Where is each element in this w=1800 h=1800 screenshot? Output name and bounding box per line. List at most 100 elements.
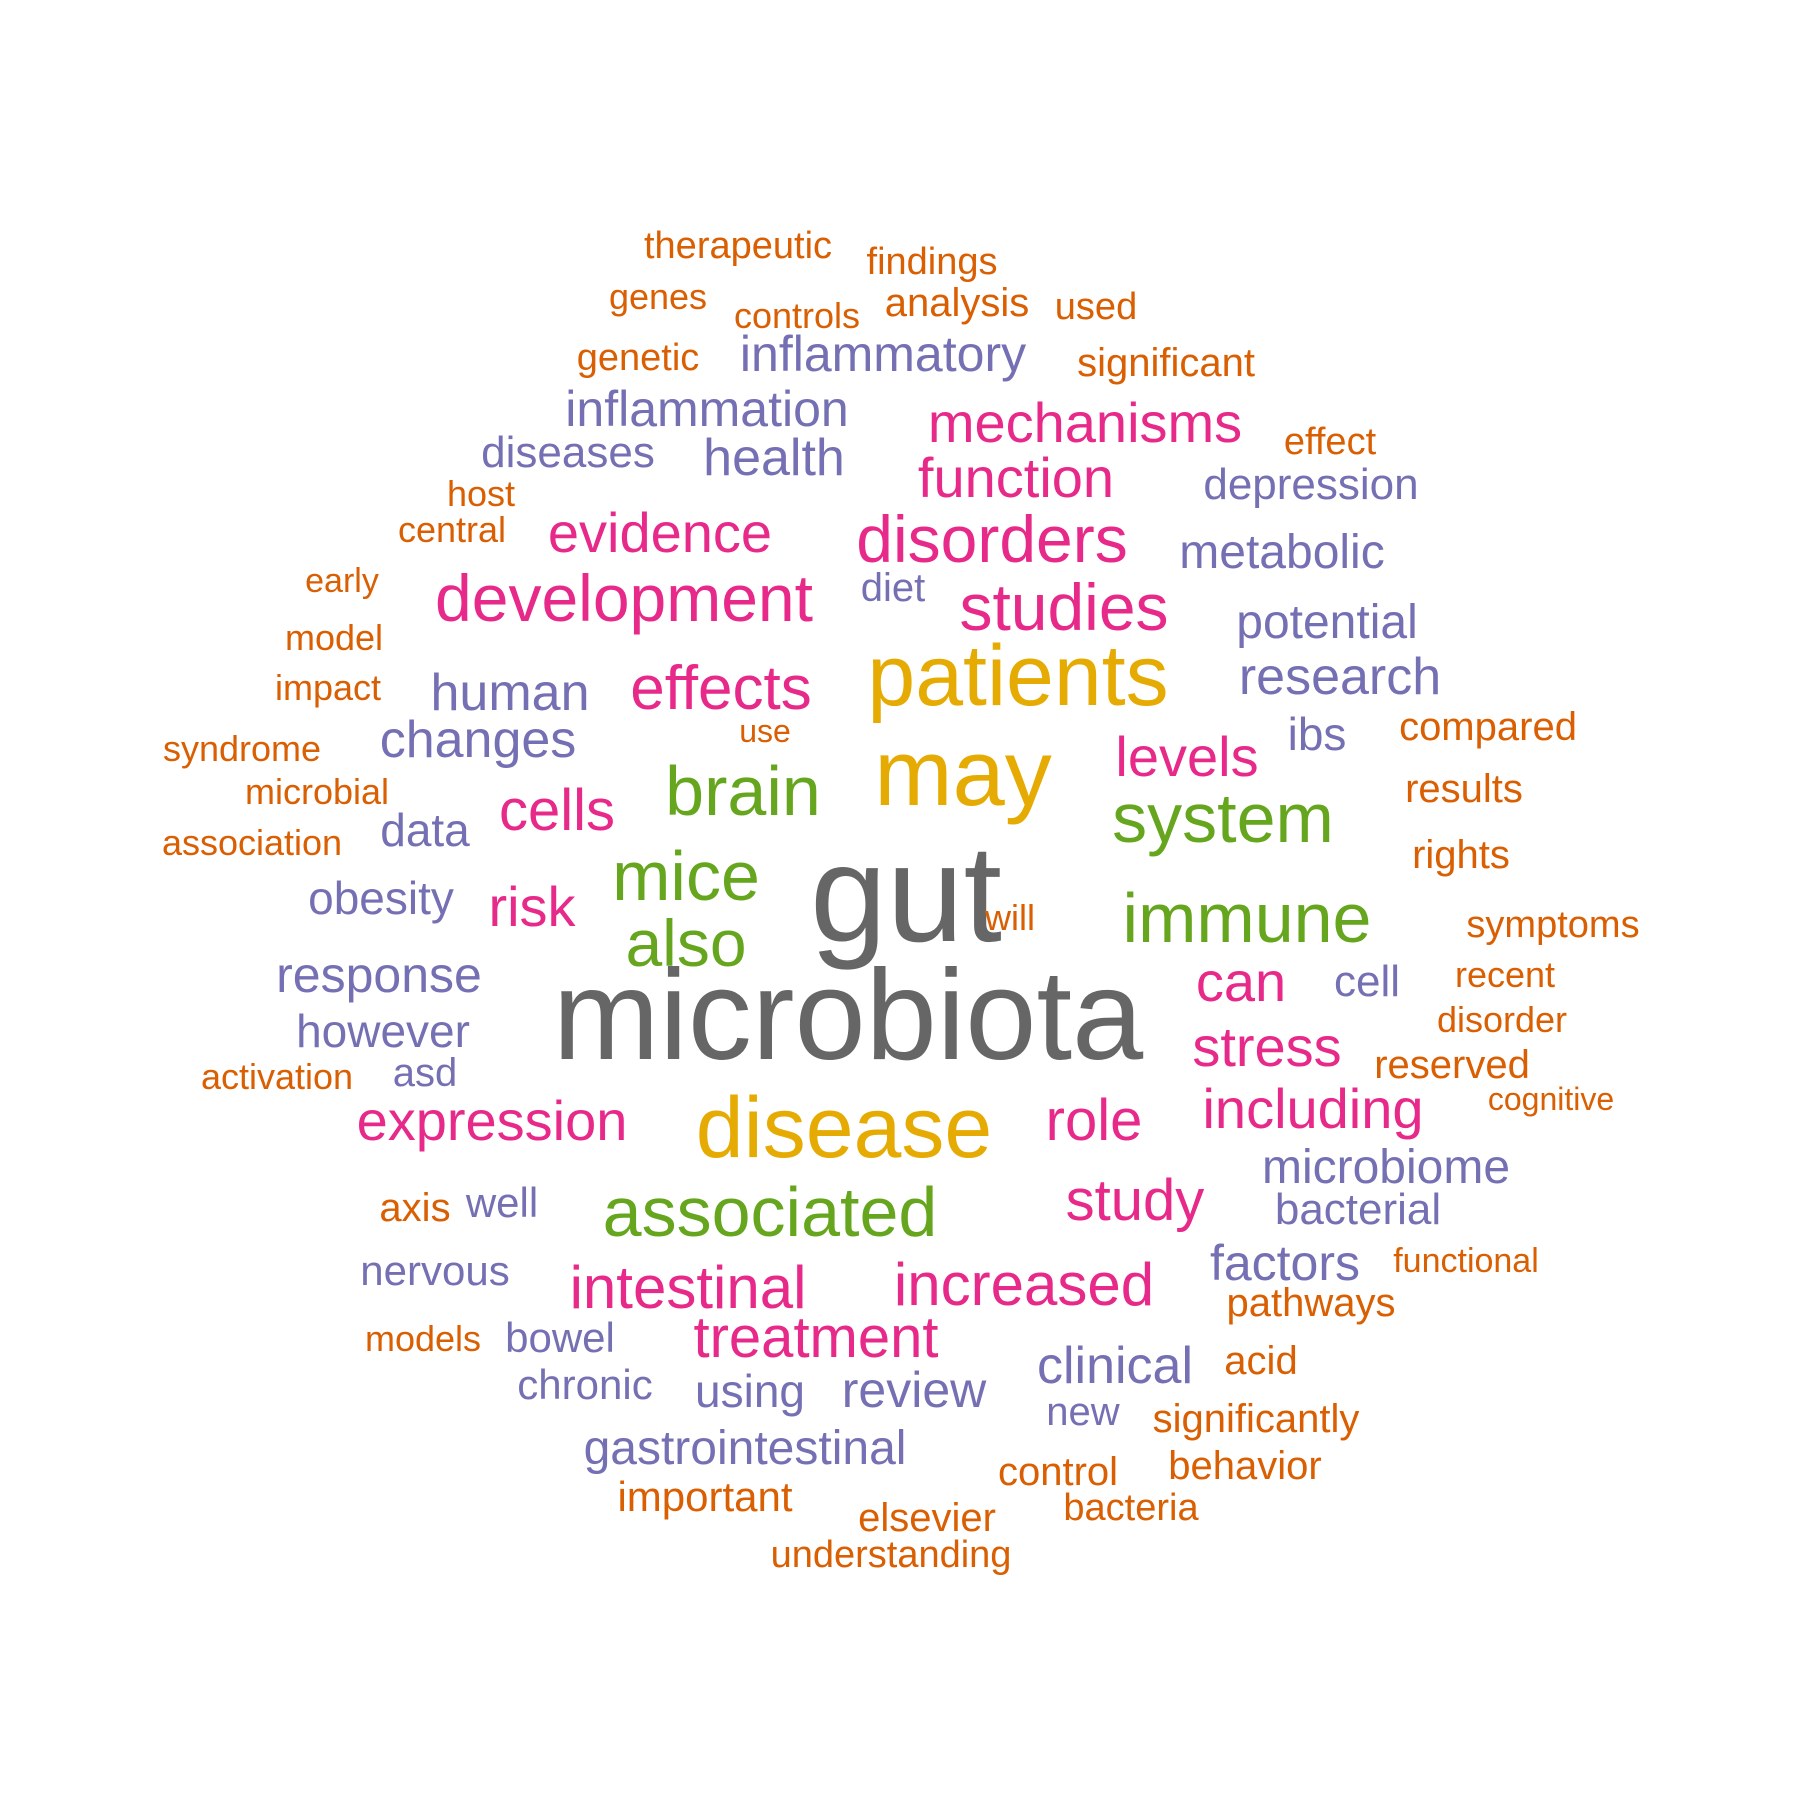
word-nervous: nervous: [360, 1247, 510, 1294]
word-role: role: [1045, 1088, 1143, 1153]
word-intestinal: intestinal: [569, 1254, 807, 1321]
word-analysis: analysis: [884, 281, 1030, 325]
word-effects: effects: [630, 654, 812, 723]
word-including: including: [1202, 1077, 1424, 1140]
word-early: early: [305, 562, 379, 600]
word-diseases: diseases: [481, 428, 655, 477]
word-may: may: [874, 720, 1052, 825]
word-immune: immune: [1122, 879, 1372, 957]
word-behavior: behavior: [1168, 1444, 1322, 1488]
word-human: human: [430, 664, 590, 722]
word-asd: asd: [392, 1051, 458, 1095]
word-studies: studies: [959, 570, 1169, 644]
word-activation: activation: [200, 1056, 354, 1097]
word-significantly: significantly: [1152, 1397, 1360, 1441]
word-bacteria: bacteria: [1063, 1487, 1199, 1529]
word-understanding: understanding: [770, 1534, 1012, 1576]
word-results: results: [1405, 767, 1523, 811]
word-used: used: [1054, 286, 1138, 328]
word-cells: cells: [498, 778, 616, 843]
word-depression: depression: [1203, 460, 1419, 509]
word-response: response: [276, 947, 482, 1003]
word-compared: compared: [1399, 705, 1577, 749]
word-development: development: [435, 561, 813, 635]
word-evidence: evidence: [547, 501, 773, 564]
word-models: models: [364, 1318, 482, 1359]
word-however: however: [296, 1005, 470, 1057]
word-patients: patients: [867, 628, 1169, 724]
word-levels: levels: [1115, 725, 1259, 788]
word-risk: risk: [488, 875, 576, 938]
word-inflammatory: inflammatory: [739, 326, 1027, 382]
word-well: well: [465, 1179, 539, 1226]
word-control: control: [997, 1450, 1119, 1494]
word-findings: findings: [866, 241, 998, 283]
word-therapeutic: therapeutic: [643, 225, 833, 267]
word-diet: diet: [860, 566, 926, 610]
word-cognitive: cognitive: [1487, 1081, 1615, 1117]
word-impact: impact: [274, 667, 382, 708]
word-changes: changes: [379, 711, 577, 769]
word-gut: gut: [810, 817, 1002, 971]
word-functional: functional: [1393, 1242, 1539, 1280]
word-significant: significant: [1077, 341, 1255, 385]
word-genes: genes: [608, 276, 708, 317]
word-pathways: pathways: [1226, 1281, 1396, 1325]
word-obesity: obesity: [308, 872, 454, 924]
word-clinical: clinical: [1036, 1337, 1194, 1395]
word-treatment: treatment: [693, 1305, 939, 1370]
word-potential: potential: [1236, 596, 1418, 649]
word-using: using: [695, 1365, 805, 1417]
word-will: will: [985, 897, 1035, 938]
word-mice: mice: [612, 837, 760, 915]
word-host: host: [446, 473, 516, 514]
word-review: review: [841, 1362, 987, 1418]
word-important: important: [617, 1473, 793, 1520]
word-health: health: [703, 429, 845, 487]
word-data: data: [380, 804, 470, 856]
word-also: also: [625, 906, 747, 980]
word-gastrointestinal: gastrointestinal: [583, 1422, 907, 1475]
word-bacterial: bacterial: [1274, 1185, 1442, 1234]
word-brain: brain: [665, 752, 821, 830]
word-recent: recent: [1454, 954, 1556, 995]
word-bowel: bowel: [505, 1314, 615, 1361]
word-disease: disease: [695, 1080, 993, 1176]
word-factors: factors: [1209, 1235, 1361, 1291]
word-microbial: microbial: [244, 771, 390, 812]
word-study: study: [1065, 1168, 1205, 1233]
word-disorders: disorders: [856, 502, 1128, 576]
word-controls: controls: [733, 295, 861, 336]
word-microbiome: microbiome: [1261, 1141, 1511, 1194]
word-system: system: [1112, 779, 1334, 857]
word-new: new: [1046, 1390, 1120, 1434]
word-genetic: genetic: [576, 337, 700, 379]
word-chronic: chronic: [517, 1361, 653, 1408]
word-cell: cell: [1333, 957, 1401, 1006]
word-disorder: disorder: [1436, 999, 1568, 1040]
word-acid: acid: [1224, 1339, 1298, 1383]
word-ibs: ibs: [1287, 708, 1347, 760]
word-central: central: [397, 509, 507, 550]
word-metabolic: metabolic: [1179, 526, 1385, 579]
word-stress: stress: [1192, 1015, 1342, 1078]
word-use: use: [739, 713, 791, 749]
word-research: research: [1238, 648, 1442, 706]
word-effect: effect: [1283, 421, 1377, 463]
word-inflammation: inflammation: [565, 381, 849, 437]
word-axis: axis: [379, 1186, 451, 1230]
word-increased: increased: [893, 1251, 1155, 1318]
word-expression: expression: [356, 1089, 628, 1152]
word-association: association: [161, 822, 343, 863]
word-can: can: [1195, 950, 1287, 1013]
word-model: model: [284, 617, 384, 658]
word-syndrome: syndrome: [162, 728, 322, 769]
word-mechanisms: mechanisms: [927, 391, 1243, 454]
word-function: function: [917, 446, 1115, 509]
word-elsevier: elsevier: [858, 1496, 996, 1540]
word-symptoms: symptoms: [1466, 904, 1640, 946]
word-associated: associated: [602, 1173, 938, 1251]
word-microbiota: microbiota: [552, 944, 1144, 1087]
word-rights: rights: [1412, 833, 1510, 877]
